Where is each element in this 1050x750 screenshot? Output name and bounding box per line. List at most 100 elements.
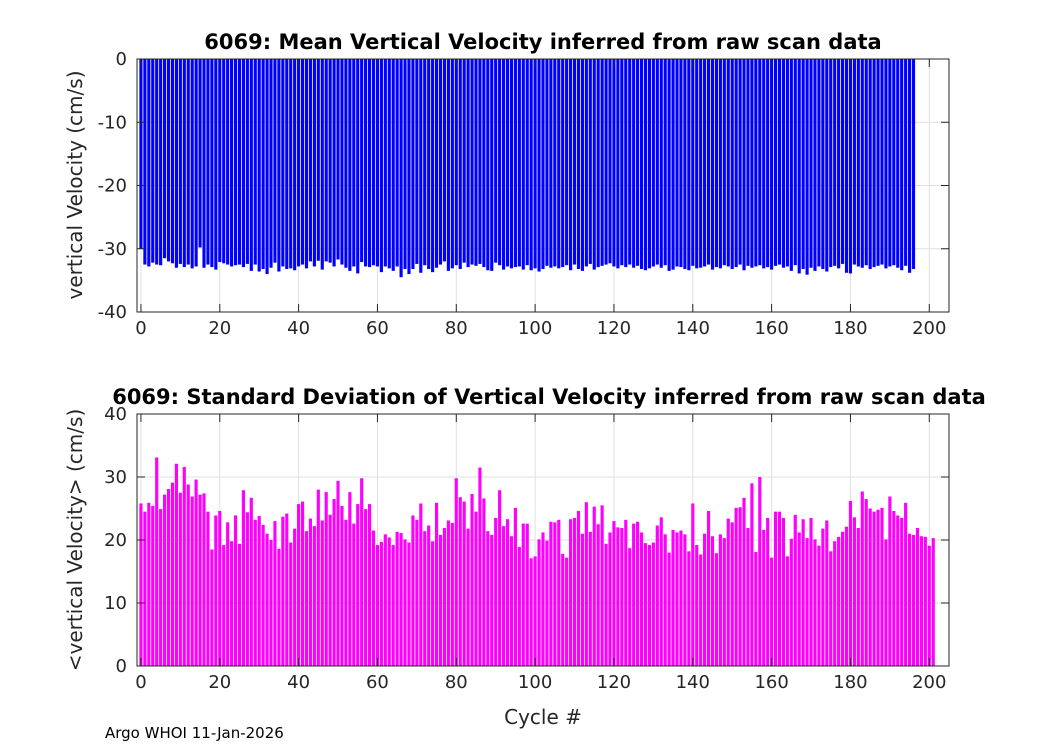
bar	[470, 59, 474, 265]
bar	[844, 59, 849, 273]
bar	[730, 59, 734, 269]
bar	[639, 59, 644, 269]
bar	[328, 514, 332, 666]
bar	[320, 520, 324, 666]
bar	[608, 532, 612, 666]
bar	[446, 59, 450, 271]
bar	[498, 59, 502, 266]
bar	[533, 556, 537, 666]
bar	[915, 528, 920, 666]
bar	[695, 545, 699, 666]
bar	[624, 519, 628, 666]
bar	[474, 59, 478, 266]
bar	[549, 521, 553, 666]
bar	[880, 507, 884, 666]
bar	[462, 59, 466, 263]
bar	[427, 525, 431, 666]
bar	[730, 522, 734, 666]
x-tick-label: 200	[912, 318, 946, 339]
bar	[509, 59, 514, 269]
bar	[265, 533, 269, 666]
y-axis-label: <vertical Velocity> (cm/s)	[63, 409, 87, 672]
bar	[332, 499, 336, 666]
bar	[695, 59, 699, 269]
x-tick-label: 0	[135, 318, 146, 339]
bar	[304, 59, 309, 269]
bar	[498, 490, 502, 666]
bar	[166, 488, 171, 666]
bar	[529, 59, 533, 271]
bar	[273, 521, 277, 666]
bar	[868, 508, 872, 666]
bar	[643, 543, 648, 666]
bar	[746, 59, 750, 266]
bar	[458, 59, 462, 269]
bar	[691, 503, 695, 666]
bar	[450, 59, 454, 269]
bar	[300, 501, 305, 666]
bar	[194, 479, 198, 666]
bar	[852, 59, 856, 265]
bar	[565, 557, 569, 666]
x-axis-label: Cycle #	[504, 705, 582, 729]
bar	[860, 59, 864, 268]
x-tick-label: 140	[676, 318, 710, 339]
y-tick-label: 0	[116, 656, 127, 677]
bar	[860, 491, 864, 666]
bar	[431, 59, 435, 273]
bar	[829, 59, 833, 268]
bar	[194, 59, 198, 267]
bar	[927, 545, 931, 666]
bar	[900, 517, 904, 666]
bar	[726, 518, 730, 666]
bar	[773, 59, 778, 266]
bar	[683, 59, 687, 269]
bar	[509, 536, 514, 666]
bar	[190, 59, 194, 269]
bar	[352, 59, 356, 267]
bar	[888, 59, 892, 267]
bar	[639, 532, 644, 666]
bar	[415, 59, 419, 264]
bar	[813, 59, 817, 271]
bar	[710, 536, 715, 666]
bar	[864, 59, 868, 266]
bar	[896, 59, 900, 268]
bar	[277, 59, 281, 272]
bar	[726, 59, 730, 267]
bar	[908, 533, 912, 666]
bar	[257, 516, 261, 666]
bar	[454, 59, 458, 266]
bar	[281, 516, 285, 666]
bar	[419, 503, 423, 666]
bar	[659, 517, 663, 666]
bar	[892, 59, 896, 266]
bar	[604, 543, 608, 666]
bar	[202, 493, 206, 666]
bar	[521, 523, 525, 666]
bar	[478, 467, 482, 666]
bar	[584, 59, 588, 267]
bar	[222, 59, 226, 264]
bar	[411, 515, 415, 666]
bar	[486, 59, 490, 271]
bar	[521, 59, 525, 270]
bar	[265, 59, 269, 275]
bar	[513, 507, 517, 666]
bar	[809, 517, 813, 666]
bar	[588, 59, 592, 264]
bar	[805, 538, 809, 666]
bar	[352, 523, 356, 666]
bar	[777, 59, 782, 265]
bar	[714, 59, 719, 268]
y-tick-label: 10	[104, 593, 127, 614]
bar	[931, 538, 935, 666]
bar	[628, 548, 632, 666]
bar	[348, 492, 352, 666]
y-tick-label: -20	[98, 176, 127, 197]
bar	[249, 59, 253, 271]
bar	[738, 59, 742, 265]
bar	[198, 494, 202, 666]
bar	[754, 551, 758, 666]
bar	[218, 511, 222, 666]
